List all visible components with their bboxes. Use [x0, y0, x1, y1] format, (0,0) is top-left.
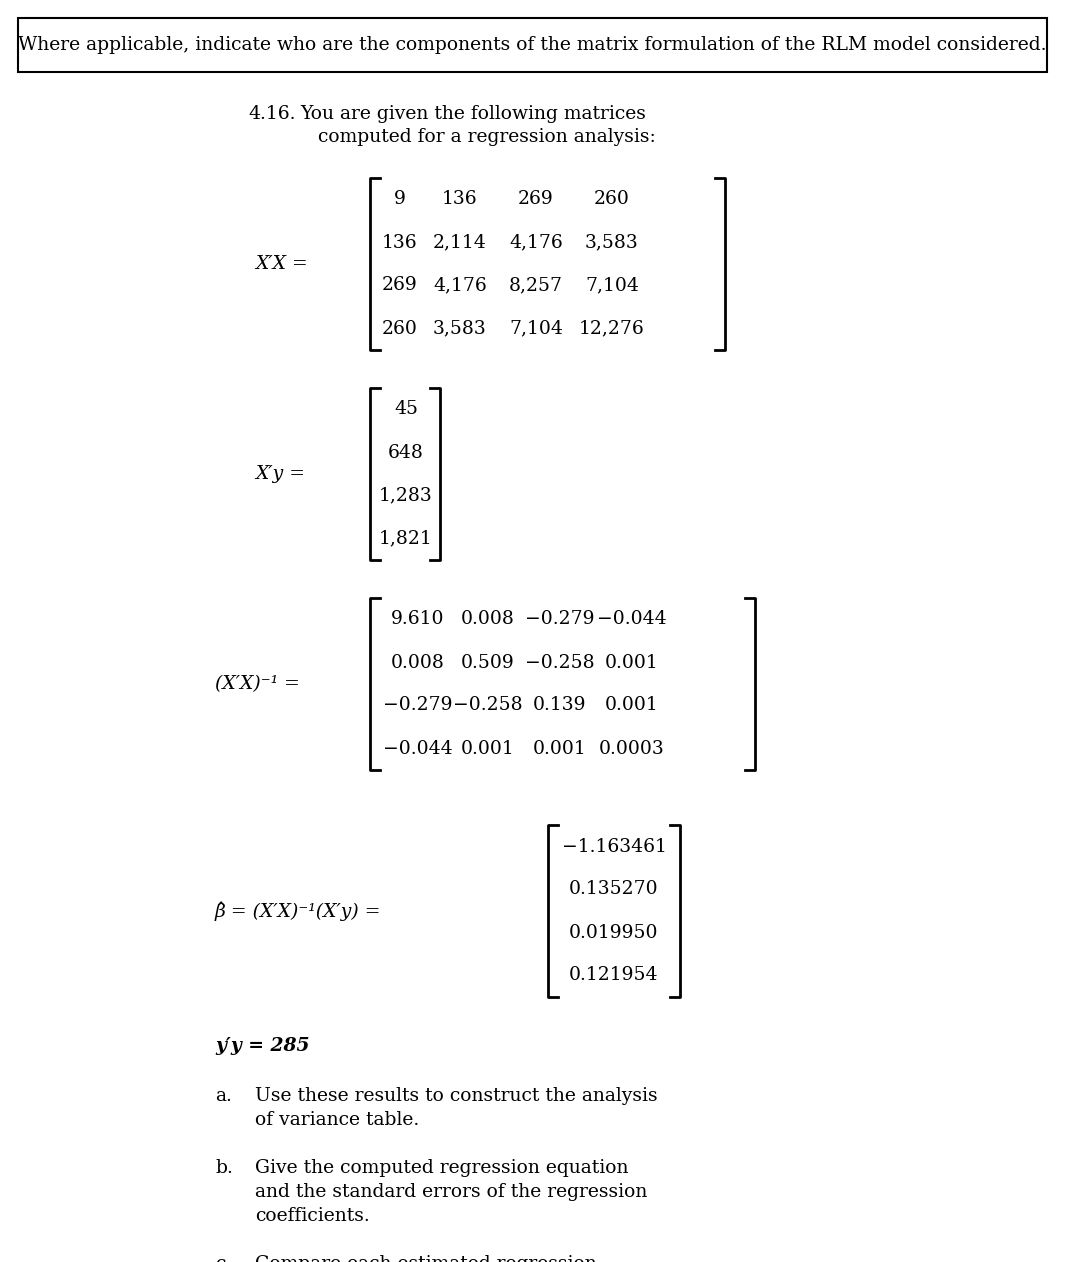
Text: 2,114: 2,114 — [433, 233, 487, 251]
Text: Compare each estimated regression: Compare each estimated regression — [255, 1254, 596, 1262]
Text: 0.509: 0.509 — [461, 654, 514, 671]
Text: β̂ = (X′X)⁻¹(X′y) =: β̂ = (X′X)⁻¹(X′y) = — [215, 901, 381, 921]
Text: 3,583: 3,583 — [585, 233, 639, 251]
Text: 0.121954: 0.121954 — [570, 967, 659, 984]
Text: 0.001: 0.001 — [461, 740, 514, 757]
Text: X′y =: X′y = — [255, 464, 305, 483]
Text: 136: 136 — [382, 233, 417, 251]
Text: 1,283: 1,283 — [379, 486, 432, 505]
Text: 0.001: 0.001 — [605, 697, 659, 714]
Text: Where applicable, indicate who are the components of the matrix formulation of t: Where applicable, indicate who are the c… — [18, 37, 1046, 54]
Text: 3,583: 3,583 — [433, 319, 487, 337]
Text: coefficients.: coefficients. — [255, 1206, 370, 1225]
Bar — [18, 18, 1047, 72]
Text: 7,104: 7,104 — [585, 276, 639, 294]
Text: 4,176: 4,176 — [509, 233, 563, 251]
Text: You are given the following matrices: You are given the following matrices — [300, 105, 645, 122]
Text: a.: a. — [215, 1087, 232, 1106]
Text: 7,104: 7,104 — [509, 319, 563, 337]
Text: −0.279: −0.279 — [383, 697, 453, 714]
Text: −1.163461: −1.163461 — [561, 838, 667, 856]
Text: of variance table.: of variance table. — [255, 1111, 420, 1129]
Text: c.: c. — [215, 1254, 231, 1262]
Text: 0.139: 0.139 — [534, 697, 587, 714]
Text: 9.610: 9.610 — [391, 611, 445, 628]
Text: 0.001: 0.001 — [605, 654, 659, 671]
Text: 4.16.: 4.16. — [248, 105, 295, 122]
Text: y′y = 285: y′y = 285 — [215, 1037, 310, 1055]
Text: 1,821: 1,821 — [379, 530, 432, 548]
Text: Give the computed regression equation: Give the computed regression equation — [255, 1159, 628, 1177]
Text: −0.258: −0.258 — [454, 697, 523, 714]
Text: −0.044: −0.044 — [383, 740, 453, 757]
Text: 12,276: 12,276 — [579, 319, 645, 337]
Text: 648: 648 — [388, 443, 424, 462]
Text: 260: 260 — [594, 191, 629, 208]
Text: 269: 269 — [519, 191, 554, 208]
Text: 0.135270: 0.135270 — [569, 881, 659, 899]
Text: 4,176: 4,176 — [433, 276, 487, 294]
Text: −0.279: −0.279 — [525, 611, 594, 628]
Text: 0.0003: 0.0003 — [600, 740, 665, 757]
Text: and the standard errors of the regression: and the standard errors of the regressio… — [255, 1182, 648, 1201]
Text: −0.044: −0.044 — [597, 611, 667, 628]
Text: −0.258: −0.258 — [525, 654, 595, 671]
Text: 269: 269 — [382, 276, 417, 294]
Text: 136: 136 — [442, 191, 478, 208]
Text: 8,257: 8,257 — [509, 276, 563, 294]
Text: 0.008: 0.008 — [461, 611, 515, 628]
Text: 0.019950: 0.019950 — [570, 924, 659, 941]
Text: 9: 9 — [394, 191, 406, 208]
Text: b.: b. — [215, 1159, 233, 1177]
Text: X′X =: X′X = — [255, 255, 308, 273]
Text: Use these results to construct the analysis: Use these results to construct the analy… — [255, 1087, 657, 1106]
Text: (X′X)⁻¹ =: (X′X)⁻¹ = — [215, 675, 300, 693]
Text: 260: 260 — [382, 319, 417, 337]
Text: 0.001: 0.001 — [534, 740, 587, 757]
Text: 45: 45 — [394, 400, 417, 419]
Text: 0.008: 0.008 — [391, 654, 445, 671]
Text: computed for a regression analysis:: computed for a regression analysis: — [318, 127, 656, 146]
